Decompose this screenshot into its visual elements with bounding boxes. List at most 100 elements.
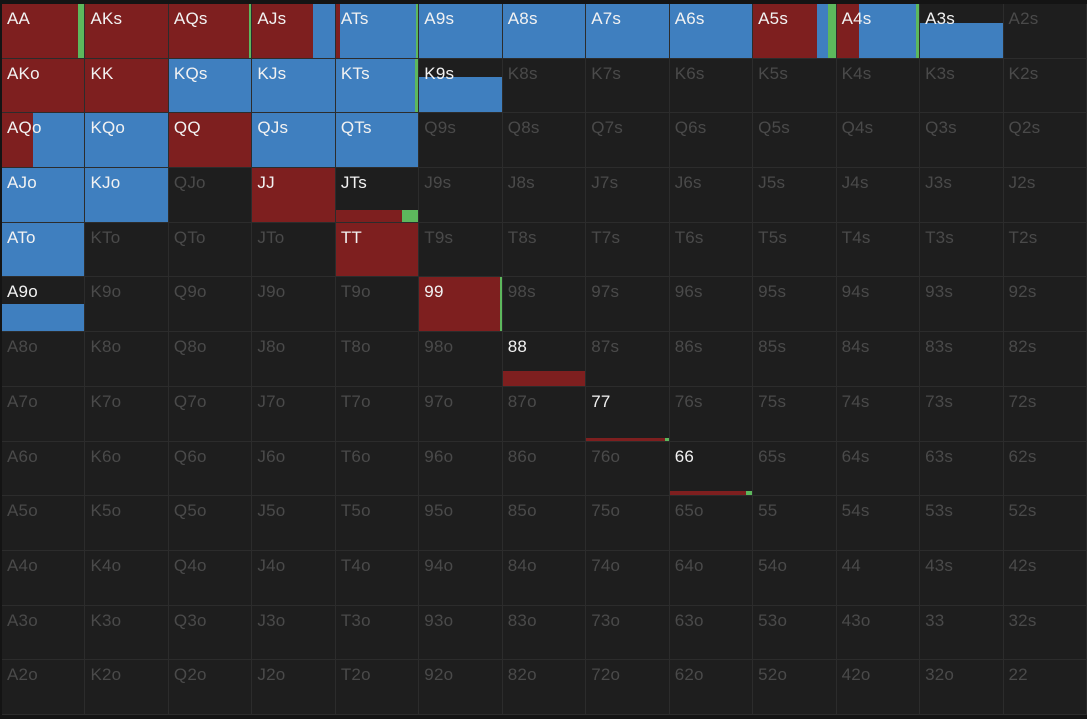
hand-cell[interactable]: A6s xyxy=(669,4,754,59)
hand-cell[interactable]: 74o xyxy=(586,550,670,606)
hand-cell[interactable]: JTs xyxy=(335,168,420,223)
hand-cell[interactable]: 94s xyxy=(836,277,921,333)
hand-cell[interactable]: K6o xyxy=(85,441,169,497)
hand-cell[interactable]: Q5o xyxy=(168,496,253,551)
hand-cell[interactable]: 43o xyxy=(836,605,921,661)
hand-cell[interactable]: Q7o xyxy=(168,386,253,442)
hand-cell[interactable]: 99 xyxy=(419,277,503,333)
hand-cell[interactable]: 82s xyxy=(1003,332,1087,387)
hand-cell[interactable]: ATo xyxy=(2,222,86,278)
hand-cell[interactable]: 42o xyxy=(836,660,921,715)
hand-cell[interactable]: TT xyxy=(335,222,420,278)
hand-cell[interactable]: J6s xyxy=(669,168,754,223)
hand-cell[interactable]: KQs xyxy=(168,58,253,114)
hand-cell[interactable]: 93o xyxy=(419,605,503,661)
hand-cell[interactable]: 63s xyxy=(920,441,1004,497)
hand-cell[interactable]: T2o xyxy=(335,660,420,715)
hand-cell[interactable]: 53s xyxy=(920,496,1004,551)
hand-cell[interactable]: K2o xyxy=(85,660,169,715)
hand-cell[interactable]: Q8s xyxy=(502,113,587,169)
hand-cell[interactable]: 64s xyxy=(836,441,921,497)
hand-cell[interactable]: 63o xyxy=(669,605,754,661)
hand-cell[interactable]: A5s xyxy=(753,4,837,59)
hand-cell[interactable]: A4o xyxy=(2,550,86,606)
hand-cell[interactable]: J3s xyxy=(920,168,1004,223)
hand-cell[interactable]: 86s xyxy=(669,332,754,387)
hand-cell[interactable]: AJs xyxy=(252,4,336,59)
hand-cell[interactable]: T9s xyxy=(419,222,503,278)
hand-cell[interactable]: 75s xyxy=(753,386,837,442)
hand-cell[interactable]: Q4o xyxy=(168,550,253,606)
hand-cell[interactable]: K4s xyxy=(836,58,921,114)
hand-cell[interactable]: 82o xyxy=(502,660,587,715)
hand-cell[interactable]: 96o xyxy=(419,441,503,497)
hand-cell[interactable]: A3s xyxy=(920,4,1004,59)
hand-cell[interactable]: K8s xyxy=(502,58,587,114)
hand-cell[interactable]: Q2o xyxy=(168,660,253,715)
hand-cell[interactable]: Q4s xyxy=(836,113,921,169)
hand-cell[interactable]: K9o xyxy=(85,277,169,333)
hand-cell[interactable]: 76o xyxy=(586,441,670,497)
hand-cell[interactable]: K7o xyxy=(85,386,169,442)
hand-cell[interactable]: 73o xyxy=(586,605,670,661)
hand-cell[interactable]: J4o xyxy=(252,550,336,606)
hand-cell[interactable]: 22 xyxy=(1003,660,1087,715)
hand-cell[interactable]: 33 xyxy=(920,605,1004,661)
hand-cell[interactable]: 74s xyxy=(836,386,921,442)
hand-cell[interactable]: 76s xyxy=(669,386,754,442)
hand-cell[interactable]: J4s xyxy=(836,168,921,223)
hand-cell[interactable]: 72o xyxy=(586,660,670,715)
hand-cell[interactable]: JJ xyxy=(252,168,336,223)
hand-cell[interactable]: A4s xyxy=(836,4,921,59)
hand-cell[interactable]: J8s xyxy=(502,168,587,223)
hand-cell[interactable]: 44 xyxy=(836,550,921,606)
hand-cell[interactable]: K4o xyxy=(85,550,169,606)
hand-cell[interactable]: K2s xyxy=(1003,58,1087,114)
hand-cell[interactable]: QQ xyxy=(168,113,253,169)
hand-cell[interactable]: A7s xyxy=(586,4,670,59)
hand-cell[interactable]: A8o xyxy=(2,332,86,387)
hand-cell[interactable]: J9o xyxy=(252,277,336,333)
hand-cell[interactable]: T6s xyxy=(669,222,754,278)
hand-cell[interactable]: J7s xyxy=(586,168,670,223)
hand-cell[interactable]: T3s xyxy=(920,222,1004,278)
hand-cell[interactable]: 97s xyxy=(586,277,670,333)
hand-cell[interactable]: 64o xyxy=(669,550,754,606)
hand-cell[interactable]: KTo xyxy=(85,222,169,278)
hand-cell[interactable]: 93s xyxy=(920,277,1004,333)
hand-cell[interactable]: A9o xyxy=(2,277,86,333)
hand-cell[interactable]: KQo xyxy=(85,113,169,169)
hand-cell[interactable]: 98o xyxy=(419,332,503,387)
hand-cell[interactable]: 95o xyxy=(419,496,503,551)
hand-cell[interactable]: 97o xyxy=(419,386,503,442)
hand-cell[interactable]: J6o xyxy=(252,441,336,497)
hand-cell[interactable]: QJo xyxy=(168,168,253,223)
hand-cell[interactable]: Q6o xyxy=(168,441,253,497)
hand-cell[interactable]: A9s xyxy=(419,4,503,59)
hand-cell[interactable]: K9s xyxy=(419,58,503,114)
hand-cell[interactable]: AA xyxy=(2,4,86,59)
hand-cell[interactable]: J7o xyxy=(252,386,336,442)
hand-cell[interactable]: AJo xyxy=(2,168,86,223)
hand-cell[interactable]: KJo xyxy=(85,168,169,223)
hand-cell[interactable]: AKs xyxy=(85,4,169,59)
hand-cell[interactable]: K8o xyxy=(85,332,169,387)
hand-cell[interactable]: K7s xyxy=(586,58,670,114)
hand-cell[interactable]: A3o xyxy=(2,605,86,661)
hand-cell[interactable]: Q8o xyxy=(168,332,253,387)
hand-cell[interactable]: Q7s xyxy=(586,113,670,169)
hand-cell[interactable]: QTo xyxy=(168,222,253,278)
hand-cell[interactable]: K5o xyxy=(85,496,169,551)
hand-cell[interactable]: 62s xyxy=(1003,441,1087,497)
hand-cell[interactable]: A2s xyxy=(1003,4,1087,59)
hand-cell[interactable]: 32o xyxy=(920,660,1004,715)
hand-cell[interactable]: K3s xyxy=(920,58,1004,114)
hand-cell[interactable]: T8o xyxy=(335,332,420,387)
hand-cell[interactable]: AQo xyxy=(2,113,86,169)
hand-cell[interactable]: 84o xyxy=(502,550,587,606)
hand-cell[interactable]: K6s xyxy=(669,58,754,114)
hand-cell[interactable]: A8s xyxy=(502,4,587,59)
hand-cell[interactable]: KTs xyxy=(335,58,420,114)
hand-cell[interactable]: J5o xyxy=(252,496,336,551)
hand-cell[interactable]: 54s xyxy=(836,496,921,551)
